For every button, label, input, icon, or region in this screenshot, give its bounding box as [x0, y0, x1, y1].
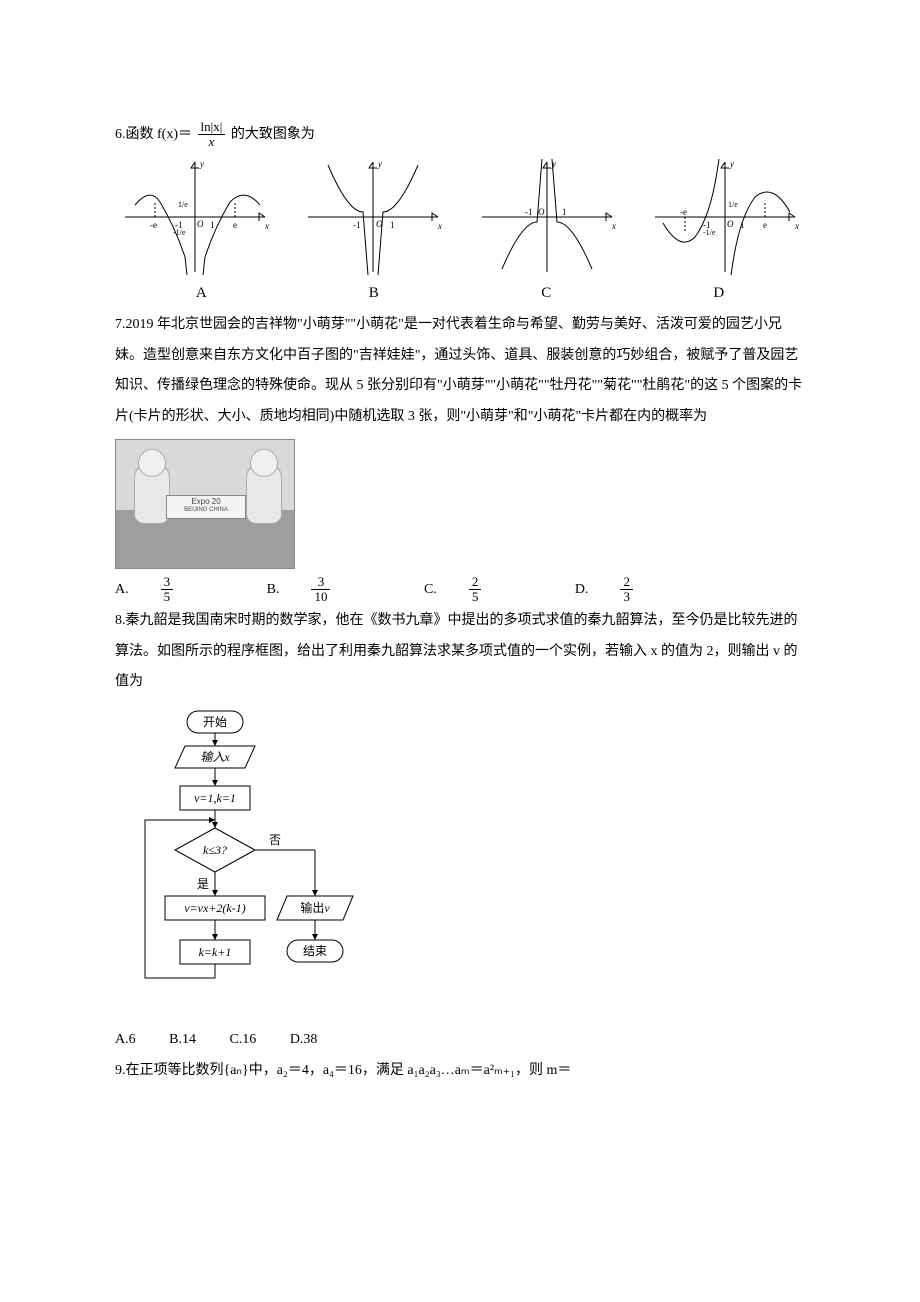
expo-sign: Expo 20 BEIJING CHINA [166, 495, 246, 519]
q6-label-a: A [115, 277, 288, 310]
q6-frac-bottom: x [198, 135, 226, 149]
q8-flowchart: 开始 输入x v=1,k=1 k≤3? 是 否 v=vx+2(k-1) k=k+… [115, 706, 805, 1019]
flow-init: v=1,k=1 [194, 791, 236, 805]
svg-text:-1: -1 [525, 207, 533, 217]
svg-text:x: x [794, 221, 799, 231]
svg-text:-e: -e [680, 207, 687, 217]
q6-suffix: 的大致图象为 [231, 127, 315, 142]
flow-output: 输出v [300, 900, 330, 915]
svg-text:1: 1 [390, 220, 395, 230]
q6-graph-d: x y -e-1O1e 1/e -1/e [645, 157, 805, 277]
svg-text:y: y [377, 159, 382, 169]
q6-frac-top: ln|x| [198, 120, 226, 135]
q8-opt-d: D.38 [290, 1025, 318, 1056]
q6-graph-a: x y -e-1O1e 1/e -1/e [115, 157, 275, 277]
svg-text:1/e: 1/e [728, 200, 738, 209]
question-7: 7.2019 年北京世园会的吉祥物"小萌芽""小萌花"是一对代表着生命与希望、勤… [115, 310, 805, 433]
svg-text:x: x [611, 221, 616, 231]
flow-inc: k=k+1 [199, 945, 232, 959]
flow-start: 开始 [203, 715, 227, 729]
svg-text:-e: -e [150, 220, 157, 230]
svg-text:e: e [763, 220, 767, 230]
q7-opt-c: C.25 [424, 575, 541, 606]
q6-graph-labels: A B C D [115, 277, 805, 310]
svg-text:O: O [376, 219, 383, 229]
sign-line1: Expo 20 [167, 498, 245, 507]
flow-cond: k≤3? [203, 843, 227, 857]
flow-no: 否 [269, 833, 281, 847]
q7-opt-a: A.35 [115, 575, 233, 606]
svg-text:x: x [437, 221, 442, 231]
question-6: 6.函数 f(x)＝ ln|x| x 的大致图象为 [115, 120, 805, 151]
svg-text:y: y [199, 159, 204, 169]
question-8: 8.秦九韶是我国南宋时期的数学家，他在《数书九章》中提出的多项式求值的秦九韶算法… [115, 606, 805, 698]
q6-graph-c: x y -1 O 1 [472, 157, 622, 277]
q7-opt-b: B.310 [267, 575, 391, 606]
q6-graph-b: x y -1 O1 [298, 157, 448, 277]
svg-text:x: x [264, 221, 269, 231]
flow-yes: 是 [197, 877, 209, 891]
svg-text:-1/e: -1/e [173, 228, 186, 237]
q8-opt-b: B.14 [169, 1025, 196, 1056]
svg-text:y: y [551, 159, 556, 169]
q7-opt-d: D.23 [575, 575, 693, 606]
svg-text:1: 1 [562, 207, 567, 217]
svg-text:-1/e: -1/e [703, 228, 716, 237]
q6-label-d: D [633, 277, 806, 310]
svg-text:-1: -1 [353, 220, 361, 230]
question-9: 9.在正项等比数列{aₙ}中，a₂＝4，a₄＝16，满足 a₁a₂a₃…aₘ＝a… [115, 1056, 805, 1087]
svg-text:O: O [197, 219, 204, 229]
q6-prefix: 6.函数 f(x)＝ [115, 127, 192, 142]
q7-options: A.35 B.310 C.25 D.23 [115, 575, 805, 606]
flow-end: 结束 [303, 944, 327, 958]
q8-opt-c: C.16 [229, 1025, 256, 1056]
mascot-icon [246, 462, 282, 524]
svg-text:y: y [729, 159, 734, 169]
mascot-icon [134, 462, 170, 524]
svg-text:1: 1 [210, 220, 215, 230]
svg-text:O: O [727, 219, 734, 229]
sign-line2: BEIJING CHINA [167, 507, 245, 514]
q6-graph-row: x y -e-1O1e 1/e -1/e x y -1O1 [115, 157, 805, 277]
q6-label-b: B [288, 277, 461, 310]
q6-fraction: ln|x| x [198, 120, 226, 150]
q8-opt-a: A.6 [115, 1025, 136, 1056]
q6-label-c: C [460, 277, 633, 310]
svg-text:1: 1 [740, 220, 745, 230]
svg-text:O: O [538, 207, 545, 217]
svg-text:e: e [233, 220, 237, 230]
flow-assign: v=vx+2(k-1) [184, 901, 246, 915]
q8-options: A.6 B.14 C.16 D.38 [115, 1025, 805, 1056]
svg-text:1/e: 1/e [178, 200, 188, 209]
flow-input: 输入x [200, 750, 230, 764]
q7-photo: Expo 20 BEIJING CHINA [115, 439, 295, 569]
